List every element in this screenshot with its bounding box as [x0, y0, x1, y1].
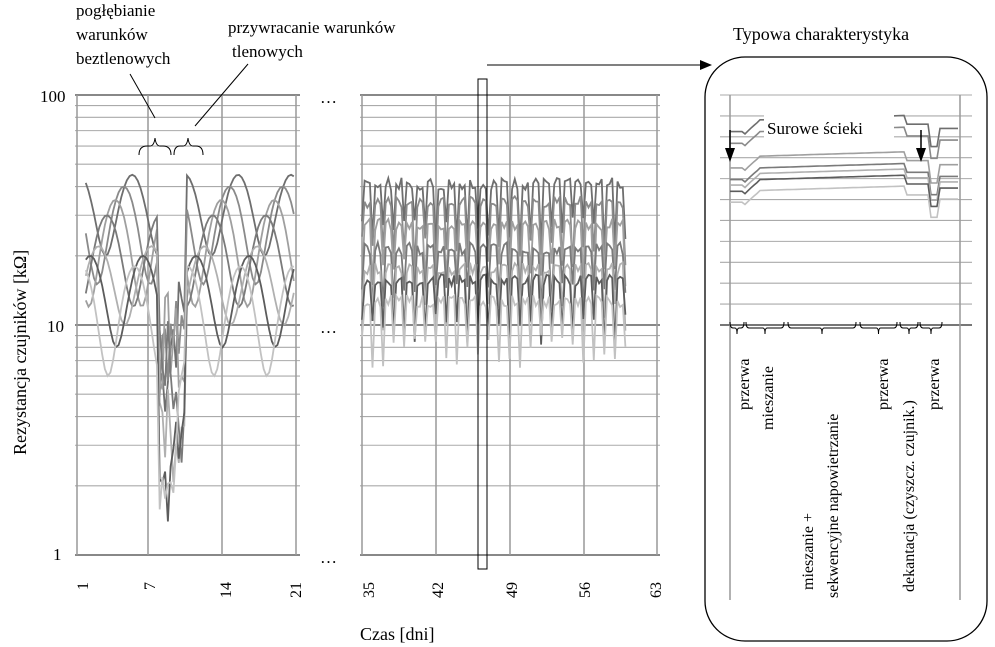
x-tick-35: 35	[361, 582, 378, 598]
inset-series-line-6	[730, 185, 958, 219]
phase-label-pause-3: przerwa	[926, 358, 943, 410]
break-mark-middle: …	[320, 318, 337, 337]
inset-frame	[704, 56, 988, 642]
brace-aerobic	[173, 137, 204, 156]
annotation-pointers	[129, 63, 249, 156]
x-tick-21: 21	[288, 582, 305, 598]
inset-brace-4	[899, 321, 919, 335]
x-tick-63: 63	[648, 582, 665, 598]
inset-brace-1	[745, 321, 785, 335]
annotation-anaerobic-line3: beztlenowych	[76, 49, 171, 68]
y-axis-label: Rezystancja czujników [kΩ]	[10, 250, 30, 455]
inset-series-line-5	[730, 174, 958, 208]
inset-raw-label: Surowe ścieki	[767, 119, 863, 138]
inset-arrows	[725, 130, 926, 162]
x-ticks: 1 7 14 21 35 42 49 56 63	[75, 582, 665, 598]
inset-series-line-3	[730, 162, 958, 196]
x-axis-label: Czas [dni]	[360, 624, 434, 644]
phase-label-mixing-aeration-2: sekwencyjne napowietrzanie	[825, 414, 842, 598]
inset-title: Typowa charakterystyka	[733, 24, 909, 44]
inset-brace-5	[919, 321, 943, 335]
right-series-line-1	[361, 194, 627, 270]
left-panel-series	[84, 172, 295, 522]
annotation-anaerobic: pogłębianie warunków beztlenowych	[76, 1, 171, 68]
annotation-aerobic-line1: przywracanie warunków	[228, 18, 396, 37]
inset-raw-label-bg	[764, 114, 894, 144]
x-tick-49: 49	[504, 582, 521, 598]
y-tick-1: 1	[53, 545, 62, 564]
right-series-line-6	[361, 292, 627, 368]
highlight-arrow	[487, 60, 712, 70]
inset-series-line-4	[730, 168, 958, 201]
left-series-line-2	[84, 198, 295, 390]
phase-label-decantation: dekantacja (czyszcz. czujnik.)	[901, 400, 918, 592]
right-series-line-2	[361, 216, 627, 292]
x-tick-56: 56	[577, 582, 594, 598]
x-tick-14: 14	[218, 582, 235, 598]
annotation-anaerobic-line2: warunków	[76, 25, 148, 44]
annotation-aerobic: przywracanie warunków tlenowych	[228, 18, 396, 61]
inset-brace-3	[859, 321, 898, 335]
highlight-box	[477, 78, 488, 570]
inset-phase-braces	[729, 321, 943, 335]
break-mark-bottom: …	[320, 548, 337, 567]
phase-label-pause-1: przerwa	[736, 358, 753, 410]
right-series-line-0	[361, 174, 627, 249]
y-tick-100: 100	[40, 87, 66, 106]
left-series-line-0	[84, 172, 295, 412]
x-tick-42: 42	[430, 582, 447, 598]
phase-label-mixing-aeration-1: mieszanie +	[800, 513, 817, 590]
phase-label-pause-2: przerwa	[875, 358, 892, 410]
brace-anaerobic	[138, 137, 172, 156]
left-series-line-3	[84, 213, 295, 463]
inset-series-line-2	[730, 151, 958, 184]
annotation-anaerobic-line1: pogłębianie	[76, 1, 155, 20]
inset-brace-2	[787, 321, 857, 335]
break-mark-top: …	[320, 88, 337, 107]
inset-brace-0	[729, 321, 745, 335]
inset-phase-labels: przerwa mieszanie mieszanie + sekwencyjn…	[732, 340, 945, 600]
left-series-line-5	[85, 254, 295, 522]
left-series-line-6	[84, 264, 295, 510]
x-tick-1: 1	[75, 582, 92, 590]
right-panel-series	[361, 174, 627, 368]
x-tick-7: 7	[142, 582, 159, 590]
y-tick-10: 10	[47, 317, 64, 336]
phase-label-mixing: mieszanie	[760, 366, 777, 430]
annotation-aerobic-line2: tlenowych	[232, 42, 303, 61]
